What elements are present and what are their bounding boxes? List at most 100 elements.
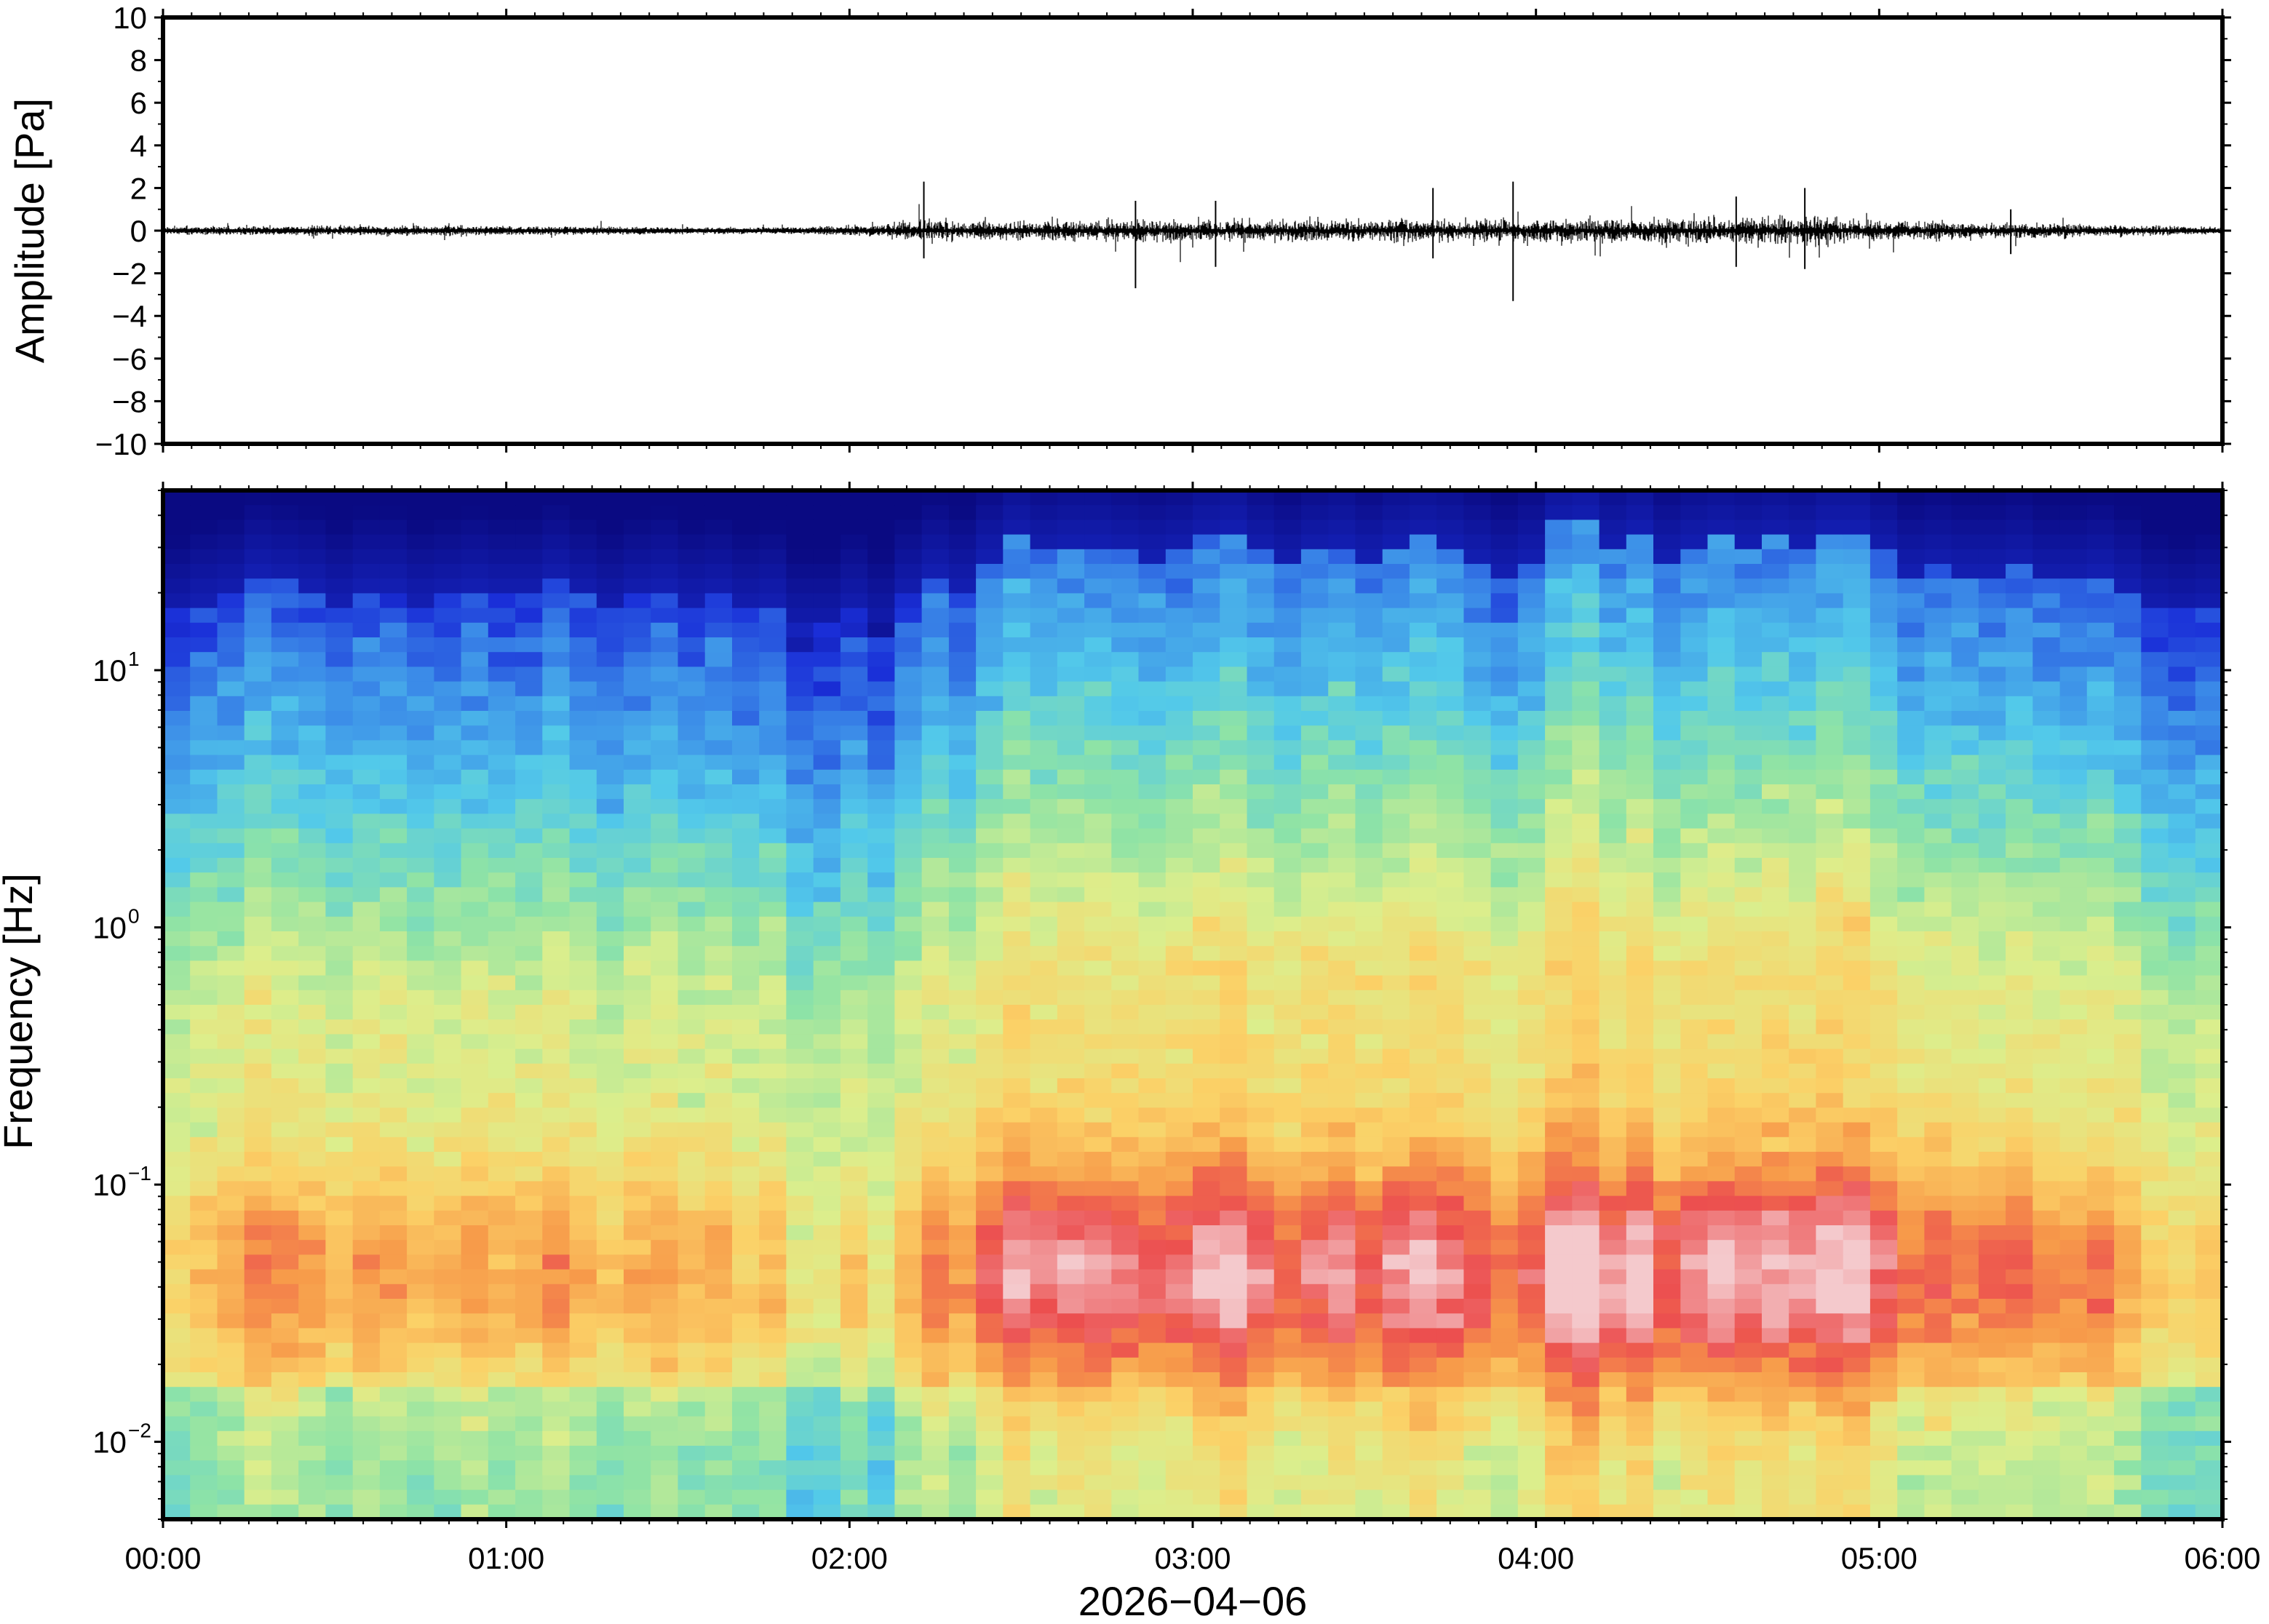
spectrogram-cell: [434, 1460, 462, 1476]
spectrogram-cell: [1707, 740, 1736, 756]
spectrogram-cell: [1193, 1093, 1220, 1109]
spectrogram-cell: [190, 799, 218, 815]
spectrogram-cell: [1626, 872, 1654, 888]
spectrogram-cell: [1951, 1254, 1979, 1270]
spectrogram-cell: [704, 901, 733, 918]
spectrogram-cell: [569, 799, 597, 815]
spectrogram-cell: [1545, 1475, 1573, 1491]
spectrogram-cell: [840, 1489, 868, 1505]
spectrogram-cell: [1328, 784, 1356, 800]
spectrogram-cell: [624, 564, 651, 579]
spectrogram-cell: [704, 1475, 733, 1491]
spectrogram-cell: [596, 887, 624, 903]
spectrogram-cell: [624, 828, 651, 844]
spectrogram-cell: [1463, 1019, 1492, 1035]
spectrogram-cell: [379, 725, 408, 741]
spectrogram-cell: [488, 1475, 516, 1491]
spectrogram-cell: [1057, 1269, 1085, 1285]
spectrogram-cell: [759, 1225, 787, 1241]
spectrogram-cell: [596, 1107, 624, 1123]
spectrogram-cell: [1572, 1313, 1600, 1329]
spectrogram-cell: [1572, 1283, 1600, 1299]
spectrogram-cell: [840, 755, 868, 771]
spectrogram-cell: [434, 858, 462, 873]
spectrogram-cell: [1300, 1283, 1329, 1299]
spectrogram-cell: [1490, 1078, 1519, 1094]
spectrogram-cell: [624, 1254, 651, 1270]
spectrogram-cell: [732, 1093, 760, 1109]
spectrogram-cell: [1273, 622, 1302, 638]
spectrogram-cell: [704, 637, 733, 653]
spectrogram-cell: [1382, 1372, 1410, 1388]
spectrogram-cell: [488, 1048, 516, 1064]
spectrogram-cell: [244, 1416, 272, 1432]
spectrogram-cell: [894, 1299, 923, 1314]
spectrogram-cell: [1897, 740, 1926, 756]
spectrogram-cell: [894, 608, 923, 624]
spectrogram-cell: [1734, 755, 1763, 771]
spectrogram-cell: [515, 887, 544, 903]
spectrogram-cell: [1626, 578, 1654, 594]
spectrogram-cell: [352, 975, 381, 991]
spectrogram-cell: [1057, 1166, 1085, 1182]
spectrogram-cell: [1300, 725, 1329, 741]
spectrogram-cell: [1247, 901, 1275, 918]
spectrogram-cell: [732, 887, 760, 903]
spectrogram-cell: [813, 637, 841, 653]
spectrogram-cell: [813, 578, 841, 594]
spectrogram-cell: [217, 901, 245, 918]
spectrogram-cell: [1707, 1328, 1736, 1344]
spectrogram-cell: [1490, 1460, 1519, 1476]
spectrogram-cell: [813, 1034, 841, 1050]
spectrogram-cell: [379, 637, 408, 653]
spectrogram-cell: [704, 608, 733, 624]
spectrogram-cell: [379, 1401, 408, 1417]
spectrogram-cell: [1030, 578, 1058, 594]
spectrogram-cell: [434, 1475, 462, 1491]
spectrogram-cell: [1680, 769, 1709, 785]
spectrogram-cell: [813, 490, 841, 506]
spectrogram-cell: [1734, 534, 1763, 550]
spectrogram-cell: [1111, 534, 1140, 550]
spectrogram-cell: [704, 799, 733, 815]
spectrogram-cell: [1762, 1240, 1789, 1256]
spectrogram-cell: [325, 490, 354, 506]
spectrogram-cell: [434, 725, 462, 741]
spectrogram-cell: [624, 1446, 651, 1461]
spectrogram-cell: [1084, 887, 1113, 903]
spectrogram-cell: [1165, 799, 1193, 815]
spectrogram-cell: [1816, 916, 1844, 932]
spectrogram-cell: [840, 1254, 868, 1270]
spectrogram-cell: [1111, 1166, 1140, 1182]
spectrogram-cell: [1545, 490, 1573, 506]
spectrogram-cell: [1409, 1372, 1437, 1388]
spectrogram-cell: [921, 1078, 950, 1094]
spectrogram-cell: [1897, 622, 1926, 638]
spectrogram-cell: [1355, 1137, 1383, 1153]
spectrogram-cell: [1057, 1372, 1085, 1388]
spectrogram-cell: [298, 828, 327, 844]
spectrogram-cell: [786, 769, 814, 785]
spectrogram-cell: [1300, 1225, 1329, 1241]
spectrogram-cell: [542, 1269, 571, 1285]
spectrogram-cell: [569, 946, 597, 962]
spectrogram-cell: [732, 1328, 760, 1344]
spectrogram-cell: [704, 534, 733, 550]
spectrogram-cell: [1220, 769, 1248, 785]
spectrogram-cell: [840, 887, 868, 903]
spectrogram-cell: [515, 520, 544, 536]
spectrogram-cell: [1653, 1269, 1681, 1285]
spectrogram-cell: [867, 1107, 896, 1123]
spectrogram-cell: [1816, 1181, 1844, 1197]
spectrogram-cell: [1463, 711, 1492, 726]
spectrogram-cell: [542, 520, 571, 536]
spectrogram-cell: [1924, 1401, 1952, 1417]
spectrogram-cell: [1300, 813, 1329, 829]
spectrogram-cell: [1924, 1107, 1952, 1123]
spectrogram-cell: [190, 1107, 218, 1123]
spectrogram-cell: [759, 872, 787, 888]
spectrogram-cell: [190, 931, 218, 947]
spectrogram-cell: [271, 975, 299, 991]
spectrogram-cell: [1355, 637, 1383, 653]
spectrogram-cell: [651, 946, 679, 962]
